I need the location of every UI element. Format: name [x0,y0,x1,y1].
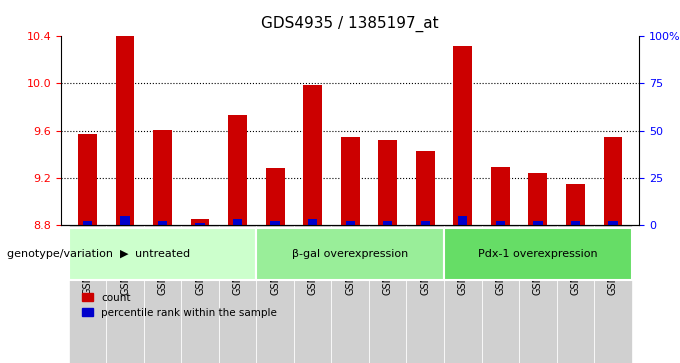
Bar [308,219,318,225]
Bar [571,221,580,225]
Bar [158,221,167,225]
FancyBboxPatch shape [69,228,256,280]
Bar [331,36,369,225]
Bar [533,221,543,225]
Bar [116,7,135,225]
Legend: count, percentile rank within the sample: count, percentile rank within the sample [78,288,281,322]
Bar [608,221,617,225]
Bar [219,36,256,225]
Bar [481,36,519,225]
Bar [458,216,467,225]
Bar [120,216,130,225]
Bar [420,221,430,225]
Bar [528,173,547,225]
FancyBboxPatch shape [444,225,481,363]
Bar [594,36,632,225]
Bar [83,221,92,225]
Bar [143,36,182,225]
Title: GDS4935 / 1385197_at: GDS4935 / 1385197_at [261,16,439,32]
Text: genotype/variation  ▶: genotype/variation ▶ [7,249,129,259]
Bar [454,46,472,225]
Bar [519,36,557,225]
Bar [78,134,97,225]
Bar [383,221,392,225]
Text: untreated: untreated [135,249,190,259]
FancyBboxPatch shape [256,228,444,280]
Bar [566,184,585,225]
FancyBboxPatch shape [557,225,594,363]
FancyBboxPatch shape [294,225,331,363]
Bar [233,219,242,225]
Bar [416,151,435,225]
FancyBboxPatch shape [69,225,106,363]
Bar [407,36,444,225]
Text: β-gal overexpression: β-gal overexpression [292,249,408,259]
Bar [69,36,106,225]
Bar [182,36,219,225]
Bar [491,167,510,225]
Bar [106,36,143,225]
Bar [195,223,205,225]
Bar [303,85,322,225]
Bar [190,219,209,225]
Bar [557,36,594,225]
Bar [496,221,505,225]
Bar [378,140,397,225]
Bar [341,136,360,225]
Bar [604,136,622,225]
FancyBboxPatch shape [331,225,369,363]
FancyBboxPatch shape [369,225,407,363]
Bar [444,36,481,225]
FancyBboxPatch shape [182,225,219,363]
FancyBboxPatch shape [106,225,143,363]
Text: Pdx-1 overexpression: Pdx-1 overexpression [478,249,598,259]
FancyBboxPatch shape [519,225,557,363]
Bar [369,36,407,225]
FancyBboxPatch shape [481,225,519,363]
FancyBboxPatch shape [407,225,444,363]
FancyBboxPatch shape [143,225,182,363]
Bar [153,130,172,225]
Bar [228,115,247,225]
FancyBboxPatch shape [444,228,632,280]
FancyBboxPatch shape [594,225,632,363]
FancyBboxPatch shape [256,225,294,363]
Bar [294,36,331,225]
Bar [256,36,294,225]
Bar [266,168,284,225]
FancyBboxPatch shape [219,225,256,363]
Bar [271,221,280,225]
Bar [345,221,355,225]
